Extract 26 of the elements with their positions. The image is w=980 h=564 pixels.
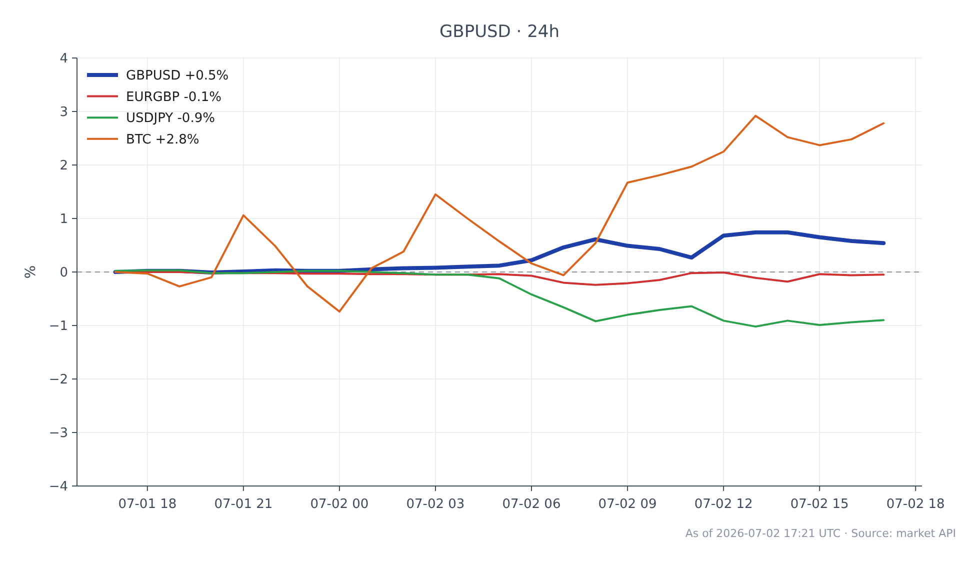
x-tick-label: 07-01 18 xyxy=(118,497,177,512)
legend-label: BTC +2.8% xyxy=(126,132,200,148)
x-tick-label: 07-02 00 xyxy=(310,497,369,512)
y-tick-label: 0 xyxy=(60,266,68,281)
y-tick-label: 2 xyxy=(60,158,68,174)
legend-label: GBPUSD +0.5% xyxy=(126,68,229,84)
legend-label: EURGBP -0.1% xyxy=(126,90,222,105)
y-tick-label: −2 xyxy=(48,372,68,388)
line-series xyxy=(114,269,885,328)
y-tick-label: −1 xyxy=(48,319,68,334)
y-tick-label: 1 xyxy=(60,212,68,228)
x-tick-label: 07-01 21 xyxy=(214,497,273,512)
x-tick-label: 07-02 18 xyxy=(886,497,945,512)
y-tick-label: 3 xyxy=(60,105,68,120)
chart-title: GBPUSD · 24h xyxy=(439,22,560,42)
x-tick-label: 07-02 03 xyxy=(406,497,465,512)
x-tick-label: 07-02 06 xyxy=(502,497,561,512)
y-tick-label: −4 xyxy=(48,480,68,495)
y-tick-label: 4 xyxy=(60,52,68,67)
x-tick-label: 07-02 15 xyxy=(790,497,849,512)
y-tick-label: −3 xyxy=(48,426,68,442)
text: As of 2026-07-02 17:21 UTC · Source: market API xyxy=(685,527,956,540)
x-tick-label: 07-02 09 xyxy=(598,497,657,512)
legend-label: USDJPY -0.9% xyxy=(126,111,215,126)
y-axis-title: % xyxy=(23,265,39,279)
x-tick-label: 07-02 12 xyxy=(694,497,753,512)
